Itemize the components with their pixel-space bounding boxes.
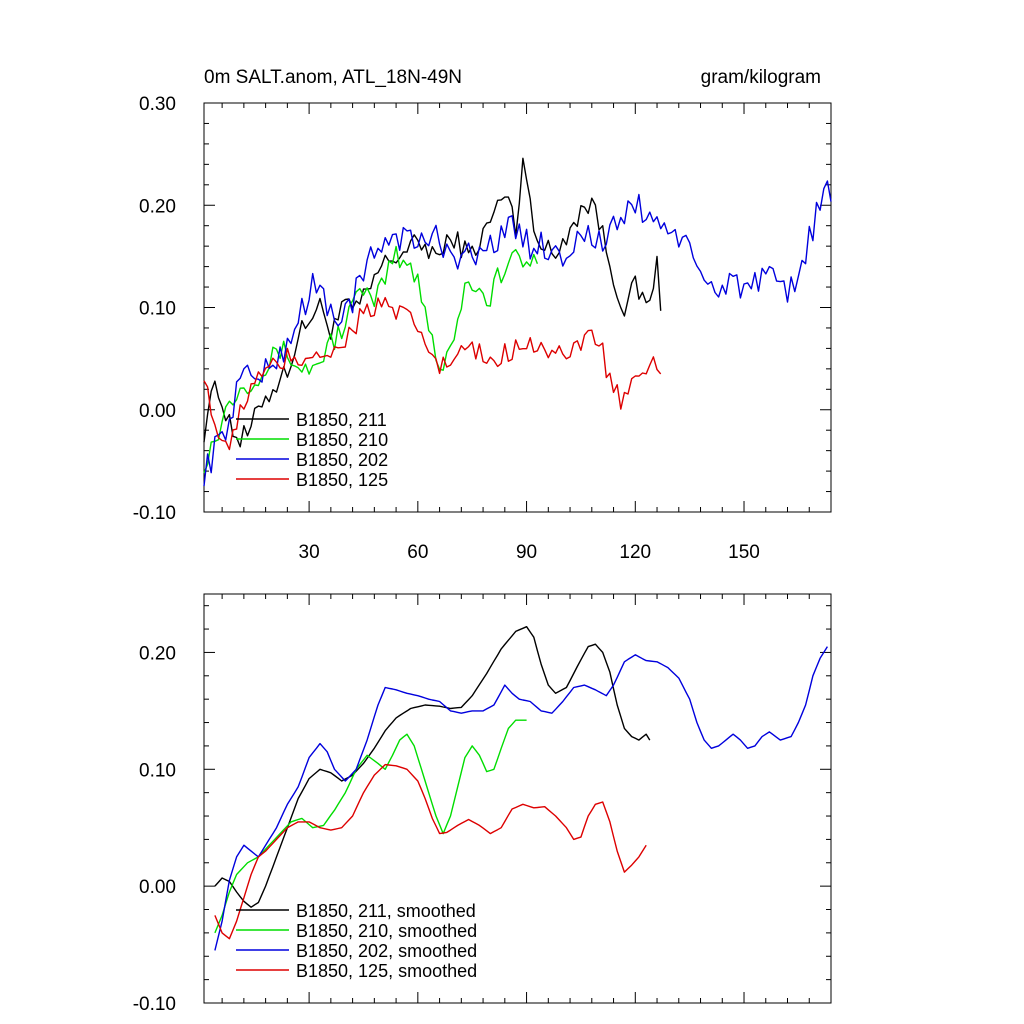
legend-label: B1850, 211, smoothed [296, 901, 476, 921]
x-tick-label: 120 [619, 542, 651, 563]
series-line-2 [214, 719, 527, 934]
series-line-3 [214, 646, 828, 951]
y-tick-label: 0.20 [139, 643, 176, 664]
y-tick-label: -0.10 [133, 503, 176, 524]
y-tick-label: 0.00 [139, 401, 176, 422]
x-tick-label: 90 [516, 542, 537, 563]
legend-label: B1850, 125 [296, 470, 388, 490]
series-line-4 [214, 763, 647, 940]
y-tick-label: 0.30 [139, 94, 176, 115]
series-line-1 [214, 626, 651, 908]
legend-label: B1850, 211 [296, 410, 387, 430]
y-tick-label: 0.20 [139, 196, 176, 217]
series-line-1 [203, 157, 662, 448]
plot-frame [203, 593, 832, 1004]
legend-label: B1850, 202 [296, 450, 388, 470]
y-tick-label: 0.00 [139, 877, 176, 898]
series-line-4 [203, 296, 662, 451]
legend-label: B1850, 125, smoothed [296, 961, 477, 981]
y-tick-label: -0.10 [133, 994, 176, 1015]
chart-title: 0m SALT.anom, ATL_18N-49N [204, 67, 462, 88]
y-tick-label: 0.10 [139, 299, 176, 320]
y-tick-label: 0.10 [139, 760, 176, 781]
legend-label: B1850, 202, smoothed [296, 941, 477, 961]
series-line-2 [203, 245, 539, 474]
series-line-3 [203, 180, 832, 487]
x-tick-label: 150 [728, 542, 760, 563]
chart-units: gram/kilogram [701, 67, 821, 88]
x-tick-label: 30 [299, 542, 320, 563]
legend-label: B1850, 210, smoothed [296, 921, 477, 941]
x-tick-label: 60 [407, 542, 428, 563]
legend-label: B1850, 210 [296, 430, 388, 450]
top-panel: 0m SALT.anom, ATL_18N-49N gram/kilogram -0… [133, 67, 832, 563]
